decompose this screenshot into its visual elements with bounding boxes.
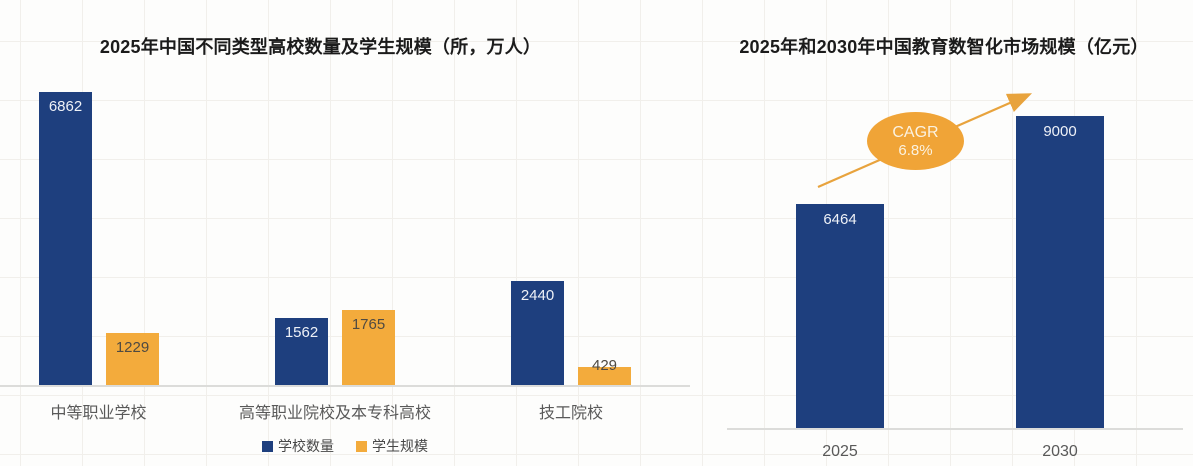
bar-value-label: 1562 — [284, 324, 319, 341]
bar-2025-市场规模 — [796, 204, 884, 428]
bar-2030-市场规模 — [1016, 116, 1104, 428]
bar-中等职业学校-学校数量 — [39, 92, 92, 385]
bar-技工院校-学校数量 — [511, 281, 564, 385]
bar-中等职业学校-学生规模 — [106, 333, 159, 385]
bar-value-label: 1229 — [115, 339, 150, 356]
legend-label-school-count: 学校数量 — [278, 438, 334, 454]
left-chart-x-axis-line — [0, 385, 690, 387]
bar-value-label: 6464 — [823, 211, 857, 228]
x-tick-label: 2030 — [1042, 443, 1078, 460]
cagr-label: CAGR — [892, 123, 939, 141]
legend-item-student-scale: 学生规模 — [356, 436, 428, 456]
bar-高等职业院校及本专科高校-学校数量 — [275, 318, 328, 385]
bar-技工院校-学生规模 — [578, 367, 631, 385]
legend-label-student-scale: 学生规模 — [372, 438, 428, 454]
left-chart-legend: 学校数量 学生规模 — [0, 436, 690, 456]
bar-高等职业院校及本专科高校-学生规模 — [342, 310, 395, 385]
right-chart-market-size: 2025年和2030年中国教育数智化市场规模（亿元） CAGR 6.8% 646… — [700, 0, 1193, 466]
bar-value-label: 429 — [591, 357, 618, 374]
growth-arrow-icon — [817, 93, 1033, 189]
legend-item-school-count: 学校数量 — [262, 436, 334, 456]
cagr-annotation-badge: CAGR 6.8% — [867, 112, 964, 170]
legend-swatch-school-count-icon — [262, 440, 273, 452]
cagr-value: 6.8% — [898, 141, 933, 159]
bar-value-label: 6862 — [48, 98, 83, 115]
x-tick-label: 2025 — [822, 443, 858, 460]
bar-value-label: 2440 — [520, 287, 555, 304]
bar-value-label: 9000 — [1043, 123, 1077, 140]
x-tick-label: 中等职业学校 — [50, 405, 147, 422]
left-chart-school-count-vs-students: 2025年中国不同类型高校数量及学生规模（所，万人） 6862 1562 2440 1… — [0, 37, 690, 456]
bar-value-label: 1765 — [351, 316, 386, 333]
legend-swatch-student-scale-icon — [356, 440, 367, 452]
x-tick-label: 高等职业院校及本专科高校 — [238, 405, 432, 422]
right-chart-x-axis-line — [727, 428, 1183, 430]
right-chart-title: 2025年和2030年中国教育数智化市场规模（亿元） — [739, 37, 1149, 57]
x-tick-label: 技工院校 — [538, 405, 604, 422]
left-chart-title: 2025年中国不同类型高校数量及学生规模（所，万人） — [99, 37, 542, 57]
